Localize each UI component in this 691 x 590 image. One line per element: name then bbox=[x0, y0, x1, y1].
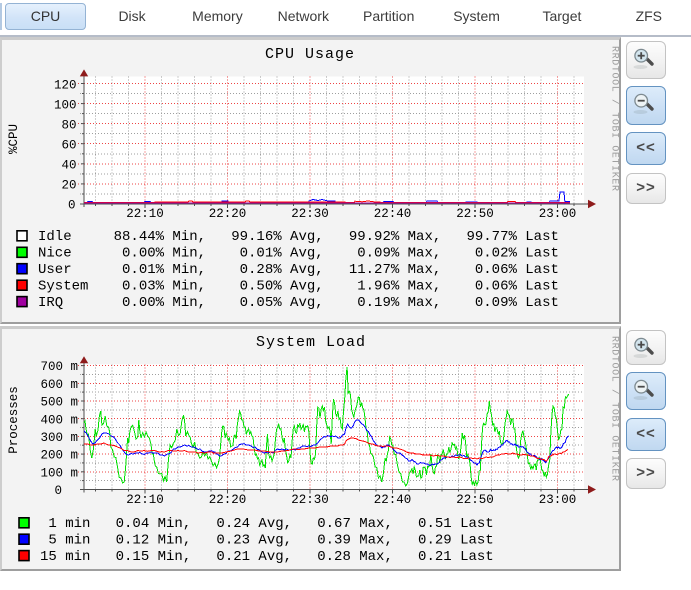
svg-text:5 min 0.12 Min, 0.23 Avg,: 5 min 0.12 Min, 0.23 Avg, 0.39 Max, 0.29… bbox=[40, 532, 494, 548]
svg-text:300 m: 300 m bbox=[40, 431, 78, 445]
svg-text:22:40: 22:40 bbox=[374, 493, 412, 507]
svg-text:500 m: 500 m bbox=[40, 396, 78, 410]
svg-text:23:00: 23:00 bbox=[539, 493, 577, 507]
svg-text:22:20: 22:20 bbox=[209, 207, 247, 221]
svg-text:%CPU: %CPU bbox=[7, 124, 21, 154]
svg-text:22:30: 22:30 bbox=[291, 207, 329, 221]
svg-text:23:00: 23:00 bbox=[539, 207, 577, 221]
svg-text:20: 20 bbox=[61, 179, 76, 193]
svg-text:80: 80 bbox=[61, 119, 76, 133]
svg-text:Processes: Processes bbox=[7, 386, 21, 454]
svg-text:40: 40 bbox=[61, 159, 76, 173]
svg-text:200 m: 200 m bbox=[40, 449, 78, 463]
svg-text:22:20: 22:20 bbox=[209, 493, 247, 507]
svg-text:60: 60 bbox=[61, 139, 76, 153]
svg-text:22:10: 22:10 bbox=[126, 493, 164, 507]
svg-text:15 min 0.15 Min, 0.21 Avg,: 15 min 0.15 Min, 0.21 Avg, 0.28 Max, 0.2… bbox=[40, 549, 494, 565]
svg-text:System Load: System Load bbox=[256, 334, 366, 351]
svg-text:User 0.01% Min, 0.28%: User 0.01% Min, 0.28% Avg, 11.27% Max, 0… bbox=[38, 262, 559, 278]
svg-text:IRQ 0.00% Min, 0.05%: IRQ 0.00% Min, 0.05% Avg, 0.19% Max, 0.0… bbox=[38, 295, 559, 311]
svg-text:0: 0 bbox=[54, 484, 62, 498]
svg-text:22:50: 22:50 bbox=[456, 493, 494, 507]
svg-text:CPU Usage: CPU Usage bbox=[265, 46, 355, 63]
svg-text:Idle 88.44% Min, 99.16%: Idle 88.44% Min, 99.16% Avg, 99.92% Max,… bbox=[38, 229, 559, 245]
svg-text:22:10: 22:10 bbox=[126, 207, 164, 221]
svg-text:700 m: 700 m bbox=[40, 360, 78, 374]
svg-text:RRDTOOL / TOBI OETIKER: RRDTOOL / TOBI OETIKER bbox=[609, 46, 621, 192]
svg-text:100 m: 100 m bbox=[40, 466, 78, 480]
svg-text:Nice 0.00% Min, 0.01%: Nice 0.00% Min, 0.01% Avg, 0.09% Max, 0.… bbox=[38, 246, 559, 262]
svg-text:RRDTOOL / TOBI OETIKER: RRDTOOL / TOBI OETIKER bbox=[609, 336, 621, 482]
svg-text:600 m: 600 m bbox=[40, 378, 78, 392]
svg-text:1 min 0.04 Min, 0.24 Avg,: 1 min 0.04 Min, 0.24 Avg, 0.67 Max, 0.51… bbox=[40, 516, 494, 532]
svg-text:22:30: 22:30 bbox=[291, 493, 329, 507]
svg-text:0: 0 bbox=[68, 199, 76, 213]
svg-text:120: 120 bbox=[54, 78, 77, 92]
svg-text:System 0.03% Min, 0.50%: System 0.03% Min, 0.50% Avg, 1.96% Max, … bbox=[38, 278, 559, 294]
svg-text:100: 100 bbox=[54, 98, 77, 112]
svg-text:22:50: 22:50 bbox=[456, 207, 494, 221]
svg-text:22:40: 22:40 bbox=[374, 207, 412, 221]
svg-text:400 m: 400 m bbox=[40, 413, 78, 427]
